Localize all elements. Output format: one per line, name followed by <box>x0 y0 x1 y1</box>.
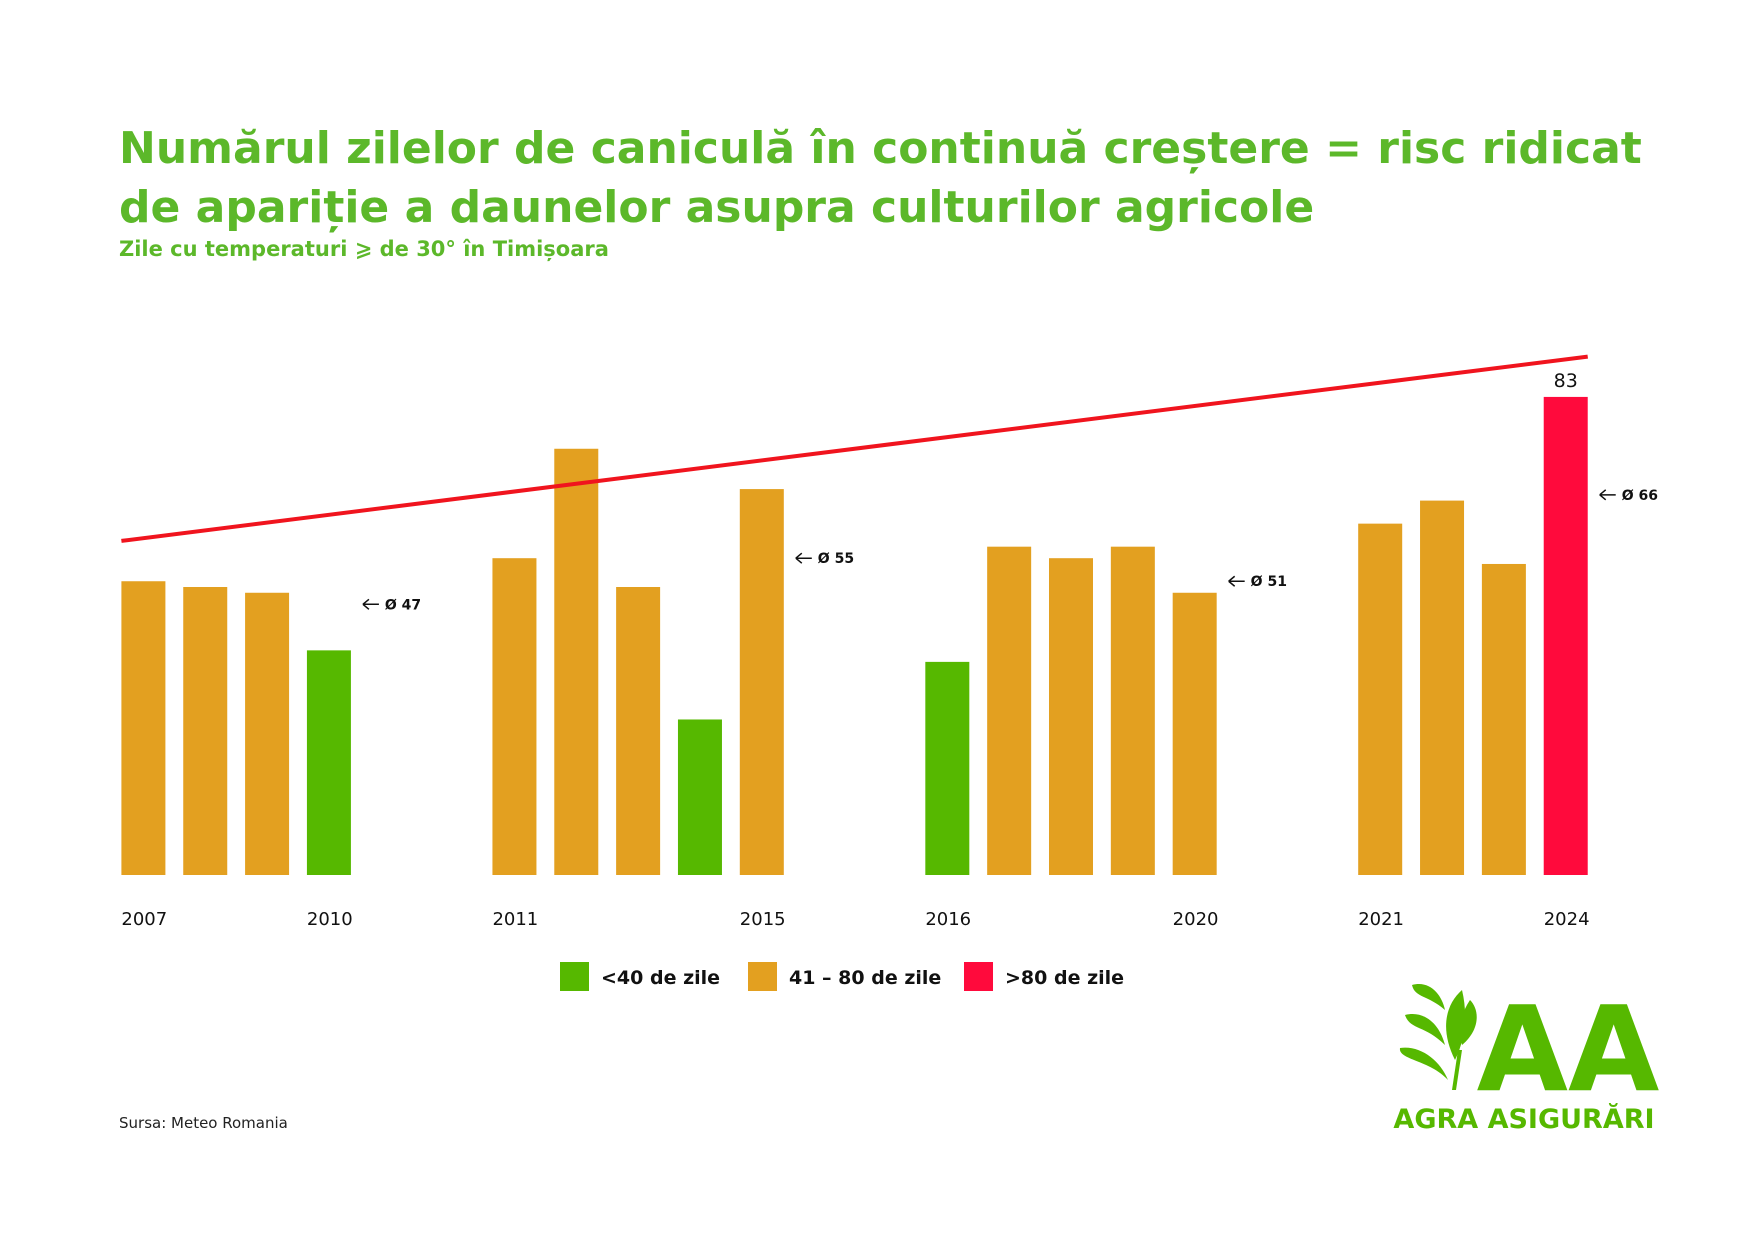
bar <box>1543 396 1588 875</box>
bar <box>1049 558 1093 875</box>
bar <box>987 546 1032 875</box>
bar <box>1481 563 1526 875</box>
bar <box>1420 500 1465 875</box>
logo-name: AGRA ASIGURĂRI <box>1393 1103 1654 1135</box>
bar <box>492 558 537 875</box>
x-tick-label: 2010 <box>307 909 353 930</box>
bar <box>245 592 290 875</box>
chart-title: Numărul zilelor de caniculă în continuă … <box>119 123 1642 174</box>
average-label: Ø 47 <box>385 597 421 613</box>
bar <box>183 587 228 875</box>
bar <box>925 661 970 875</box>
logo-icon <box>1399 984 1477 1090</box>
x-tick-label: 2016 <box>925 909 971 930</box>
chart-subtitle: Zile cu temperaturi ⩾ de 30° în Timișoar… <box>119 237 609 261</box>
x-tick-label: 2011 <box>492 909 538 930</box>
average-label: Ø 51 <box>1251 574 1287 590</box>
chart-title: de apariție a daunelor asupra culturilor… <box>119 182 1314 233</box>
legend-swatch <box>964 962 993 991</box>
logo-mark: AA <box>1477 980 1660 1118</box>
legend-swatch <box>748 962 777 991</box>
x-tick-label: 2024 <box>1544 909 1590 930</box>
bar <box>554 448 599 875</box>
legend-label: >80 de zile <box>1005 967 1124 989</box>
logo: AA AGRA ASIGURĂRI <box>1393 980 1659 1135</box>
average-arrow <box>362 598 379 610</box>
legend-label: 41 – 80 de zile <box>789 967 941 989</box>
legend-label: <40 de zile <box>601 967 720 989</box>
legend-swatch <box>560 962 589 991</box>
trend-line <box>121 354 1588 543</box>
average-label: Ø 66 <box>1622 488 1658 504</box>
value-label: 83 <box>1554 370 1578 392</box>
bar <box>1110 546 1155 875</box>
average-arrow <box>795 552 812 564</box>
bar <box>1358 523 1403 875</box>
bar <box>306 650 351 875</box>
source: Sursa: Meteo Romania <box>119 1114 288 1132</box>
average-label: Ø 55 <box>818 551 854 567</box>
x-tick-label: 2021 <box>1358 909 1404 930</box>
bar <box>1172 592 1217 875</box>
bar <box>739 489 784 875</box>
average-arrow <box>1228 575 1245 587</box>
bar <box>616 587 661 875</box>
bar <box>677 719 722 875</box>
average-arrow <box>1599 489 1616 501</box>
x-tick-label: 2020 <box>1173 909 1219 930</box>
x-tick-label: 2015 <box>740 909 786 930</box>
x-tick-label: 2007 <box>121 909 167 930</box>
bar <box>121 581 166 875</box>
